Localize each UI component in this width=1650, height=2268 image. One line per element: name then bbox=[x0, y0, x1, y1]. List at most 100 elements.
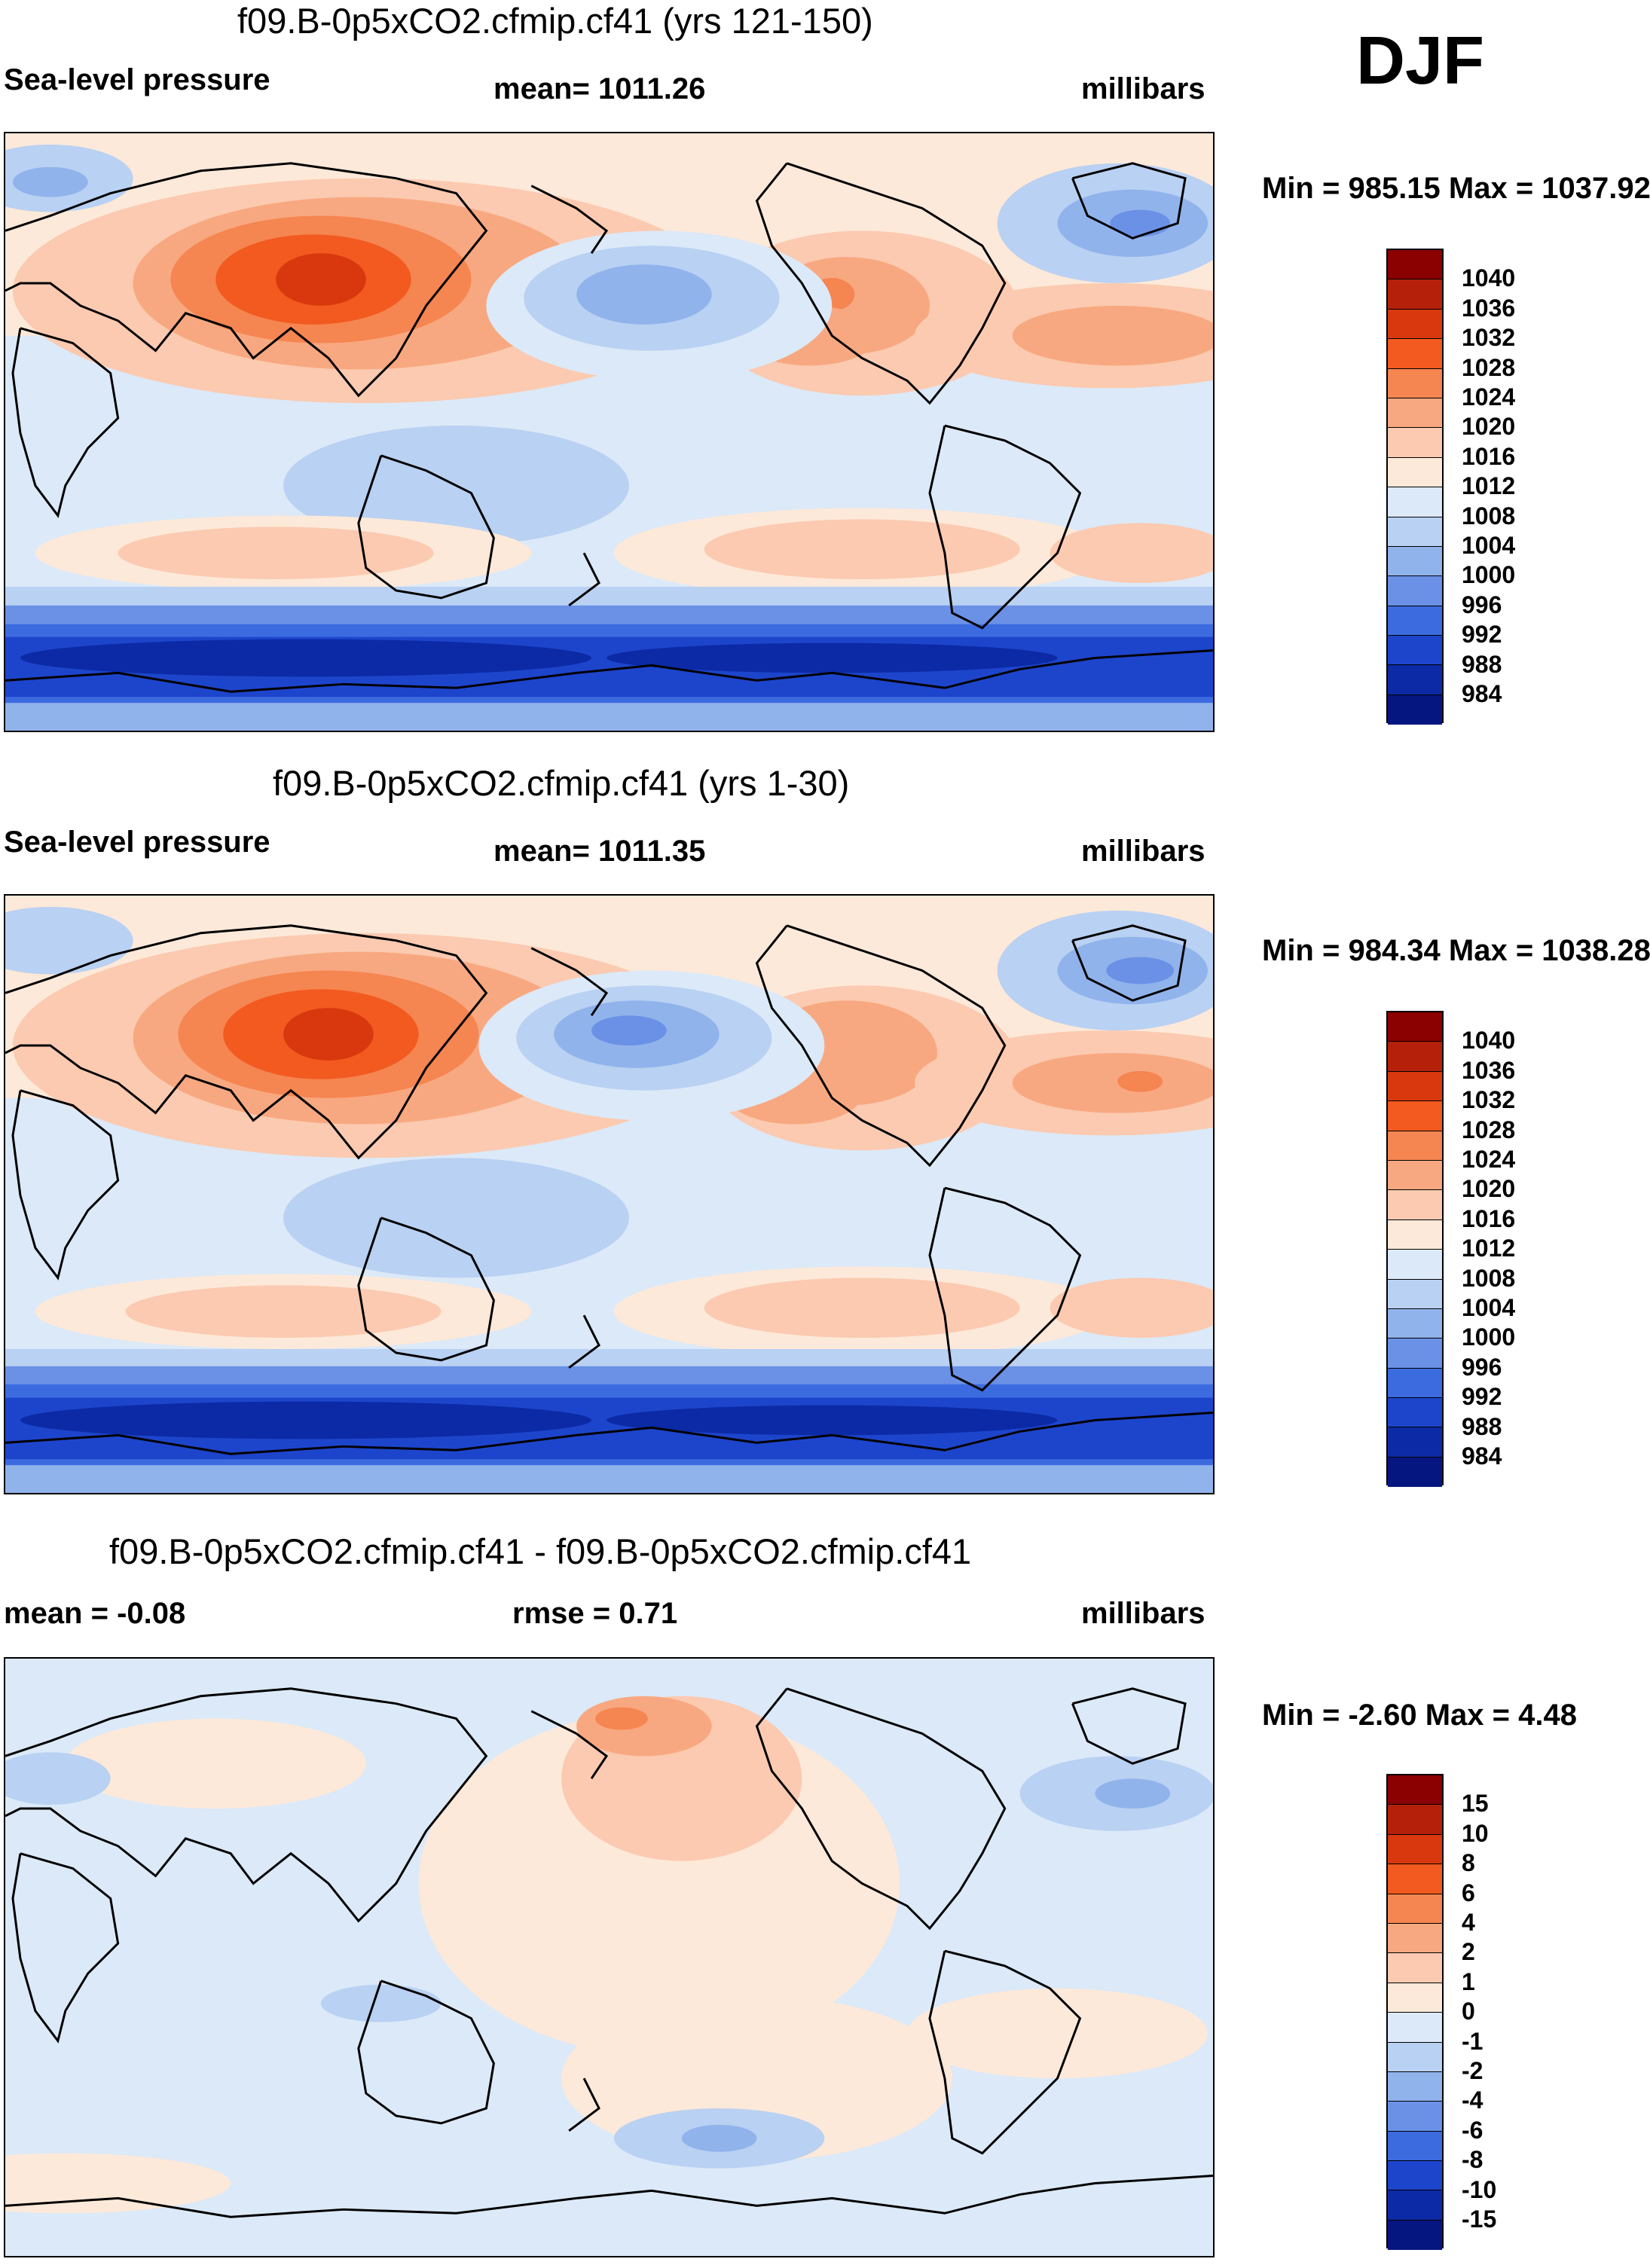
colorbar-tick: 1028 bbox=[1462, 354, 1516, 381]
colorbar-swatch bbox=[1388, 2042, 1442, 2072]
colorbar-swatch bbox=[1388, 665, 1442, 695]
colorbar-swatch bbox=[1388, 1071, 1442, 1102]
colorbar-swatch bbox=[1388, 1308, 1442, 1339]
colorbar-tick: 1036 bbox=[1462, 1057, 1516, 1084]
colorbar-tick: 1012 bbox=[1462, 1235, 1516, 1262]
colorbar-swatch bbox=[1388, 1864, 1442, 1894]
colorbar-tick: 2 bbox=[1462, 1938, 1475, 1965]
colorbar-swatch bbox=[1388, 279, 1442, 310]
panel-3-mean-label: mean = -0.08 bbox=[4, 1597, 186, 1630]
colorbar-swatch bbox=[1388, 428, 1442, 458]
colorbar-swatch bbox=[1388, 1368, 1442, 1399]
colorbar-tick: 6 bbox=[1462, 1879, 1475, 1906]
panel-3-units-label: millibars bbox=[1081, 1597, 1205, 1630]
colorbar-swatch bbox=[1388, 1427, 1442, 1458]
colorbar-tick: -15 bbox=[1462, 2205, 1497, 2233]
colorbar-swatch bbox=[1388, 1279, 1442, 1309]
panel-2-units-label: millibars bbox=[1081, 835, 1205, 868]
colorbar-swatch bbox=[1388, 694, 1442, 725]
colorbar-tick: 1024 bbox=[1462, 383, 1516, 411]
colorbar-swatch bbox=[1388, 1042, 1442, 1072]
colorbar-swatch bbox=[1388, 2071, 1442, 2102]
colorbar-tick: -8 bbox=[1462, 2146, 1483, 2173]
panel-2-map bbox=[4, 894, 1215, 1494]
colorbar-tick: 0 bbox=[1462, 1998, 1475, 2025]
colorbar-tick: 15 bbox=[1462, 1790, 1489, 1817]
colorbar-swatch bbox=[1388, 1398, 1442, 1428]
colorbar-swatch bbox=[1388, 2220, 1442, 2251]
panel-1-minmax: Min = 985.15 Max = 1037.92 bbox=[1262, 172, 1650, 205]
colorbar-tick: 1008 bbox=[1462, 1265, 1516, 1292]
colorbar-swatch bbox=[1388, 2161, 1442, 2191]
panel-3-rmse-label: rmse = 0.71 bbox=[512, 1597, 678, 1630]
colorbar-tick: 1020 bbox=[1462, 1175, 1516, 1202]
panel-3-minmax: Min = -2.60 Max = 4.48 bbox=[1262, 1699, 1577, 1732]
colorbar-swatch bbox=[1388, 250, 1442, 280]
colorbar-tick: 988 bbox=[1462, 651, 1502, 678]
colorbar-tick: 992 bbox=[1462, 1383, 1502, 1410]
colorbar-tick: 1036 bbox=[1462, 295, 1516, 322]
colorbar-swatch bbox=[1388, 398, 1442, 429]
colorbar-tick: 1040 bbox=[1462, 264, 1516, 292]
colorbar-tick: 1024 bbox=[1462, 1146, 1516, 1173]
panel-1-title: f09.B-0p5xCO2.cfmip.cf41 (yrs 121-150) bbox=[237, 1, 873, 41]
colorbar-swatch bbox=[1388, 1894, 1442, 1924]
colorbar-tick: 10 bbox=[1462, 1820, 1489, 1847]
colorbar-tick: -1 bbox=[1462, 2028, 1483, 2055]
colorbar-swatch bbox=[1388, 368, 1442, 398]
colorbar-swatch bbox=[1388, 1012, 1442, 1042]
colorbar-tick: 1020 bbox=[1462, 413, 1516, 440]
panel-2-variable-label: Sea-level pressure bbox=[4, 826, 270, 859]
colorbar-tick: 1008 bbox=[1462, 502, 1516, 530]
colorbar-swatch bbox=[1388, 1953, 1442, 1983]
colorbar-tick: 8 bbox=[1462, 1849, 1475, 1876]
colorbar-swatch bbox=[1388, 517, 1442, 547]
colorbar-swatch bbox=[1388, 1219, 1442, 1250]
colorbar-tick: 1016 bbox=[1462, 443, 1516, 470]
panel-1-units-label: millibars bbox=[1081, 72, 1205, 105]
panel-1-map bbox=[4, 132, 1215, 732]
colorbar-tick: 1004 bbox=[1462, 1294, 1516, 1321]
season-label: DJF bbox=[1356, 23, 1485, 99]
colorbar-swatch bbox=[1388, 576, 1442, 606]
colorbar-swatch bbox=[1388, 1983, 1442, 2013]
panel-3-map bbox=[4, 1657, 1215, 2257]
panel-2-mean-label: mean= 1011.35 bbox=[493, 835, 706, 868]
colorbar-tick: 1000 bbox=[1462, 561, 1516, 588]
colorbar-tick: 1004 bbox=[1462, 532, 1516, 559]
colorbar-swatch bbox=[1388, 1457, 1442, 1488]
colorbar-tick: 996 bbox=[1462, 1354, 1502, 1381]
colorbar-swatch bbox=[1388, 2131, 1442, 2162]
panel-3-title: f09.B-0p5xCO2.cfmip.cf41 - f09.B-0p5xCO2… bbox=[109, 1531, 972, 1571]
colorbar-tick: 992 bbox=[1462, 621, 1502, 648]
colorbar-tick: -4 bbox=[1462, 2086, 1483, 2114]
colorbar-swatch bbox=[1388, 1805, 1442, 1835]
colorbar-swatch bbox=[1388, 1190, 1442, 1220]
colorbar-tick: 1032 bbox=[1462, 1086, 1516, 1113]
colorbar-swatch bbox=[1388, 2190, 1442, 2221]
colorbar-swatch bbox=[1388, 1131, 1442, 1161]
colorbar-tick: 996 bbox=[1462, 591, 1502, 618]
colorbar-tick: 984 bbox=[1462, 680, 1502, 707]
panel-3-colorbar bbox=[1386, 1774, 1444, 2251]
colorbar-swatch bbox=[1388, 309, 1442, 340]
colorbar-tick: 1040 bbox=[1462, 1027, 1516, 1054]
colorbar-tick: 1000 bbox=[1462, 1323, 1516, 1351]
colorbar-tick: 984 bbox=[1462, 1442, 1502, 1470]
colorbar-tick: 1028 bbox=[1462, 1116, 1516, 1143]
colorbar-swatch bbox=[1388, 2102, 1442, 2132]
colorbar-tick: 1012 bbox=[1462, 472, 1516, 499]
colorbar-tick: 1016 bbox=[1462, 1205, 1516, 1232]
colorbar-swatch bbox=[1388, 2013, 1442, 2043]
colorbar-swatch bbox=[1388, 546, 1442, 577]
colorbar-tick: 988 bbox=[1462, 1413, 1502, 1440]
panel-2-minmax: Min = 984.34 Max = 1038.28 bbox=[1262, 934, 1650, 967]
colorbar-tick: 4 bbox=[1462, 1909, 1475, 1936]
panel-1-mean-label: mean= 1011.26 bbox=[493, 72, 706, 105]
panel-1-variable-label: Sea-level pressure bbox=[4, 63, 270, 96]
colorbar-swatch bbox=[1388, 1160, 1442, 1191]
colorbar-swatch bbox=[1388, 1101, 1442, 1131]
panel-2-title: f09.B-0p5xCO2.cfmip.cf41 (yrs 1-30) bbox=[273, 763, 850, 803]
colorbar-swatch bbox=[1388, 457, 1442, 488]
colorbar-tick: 1 bbox=[1462, 1968, 1475, 1995]
